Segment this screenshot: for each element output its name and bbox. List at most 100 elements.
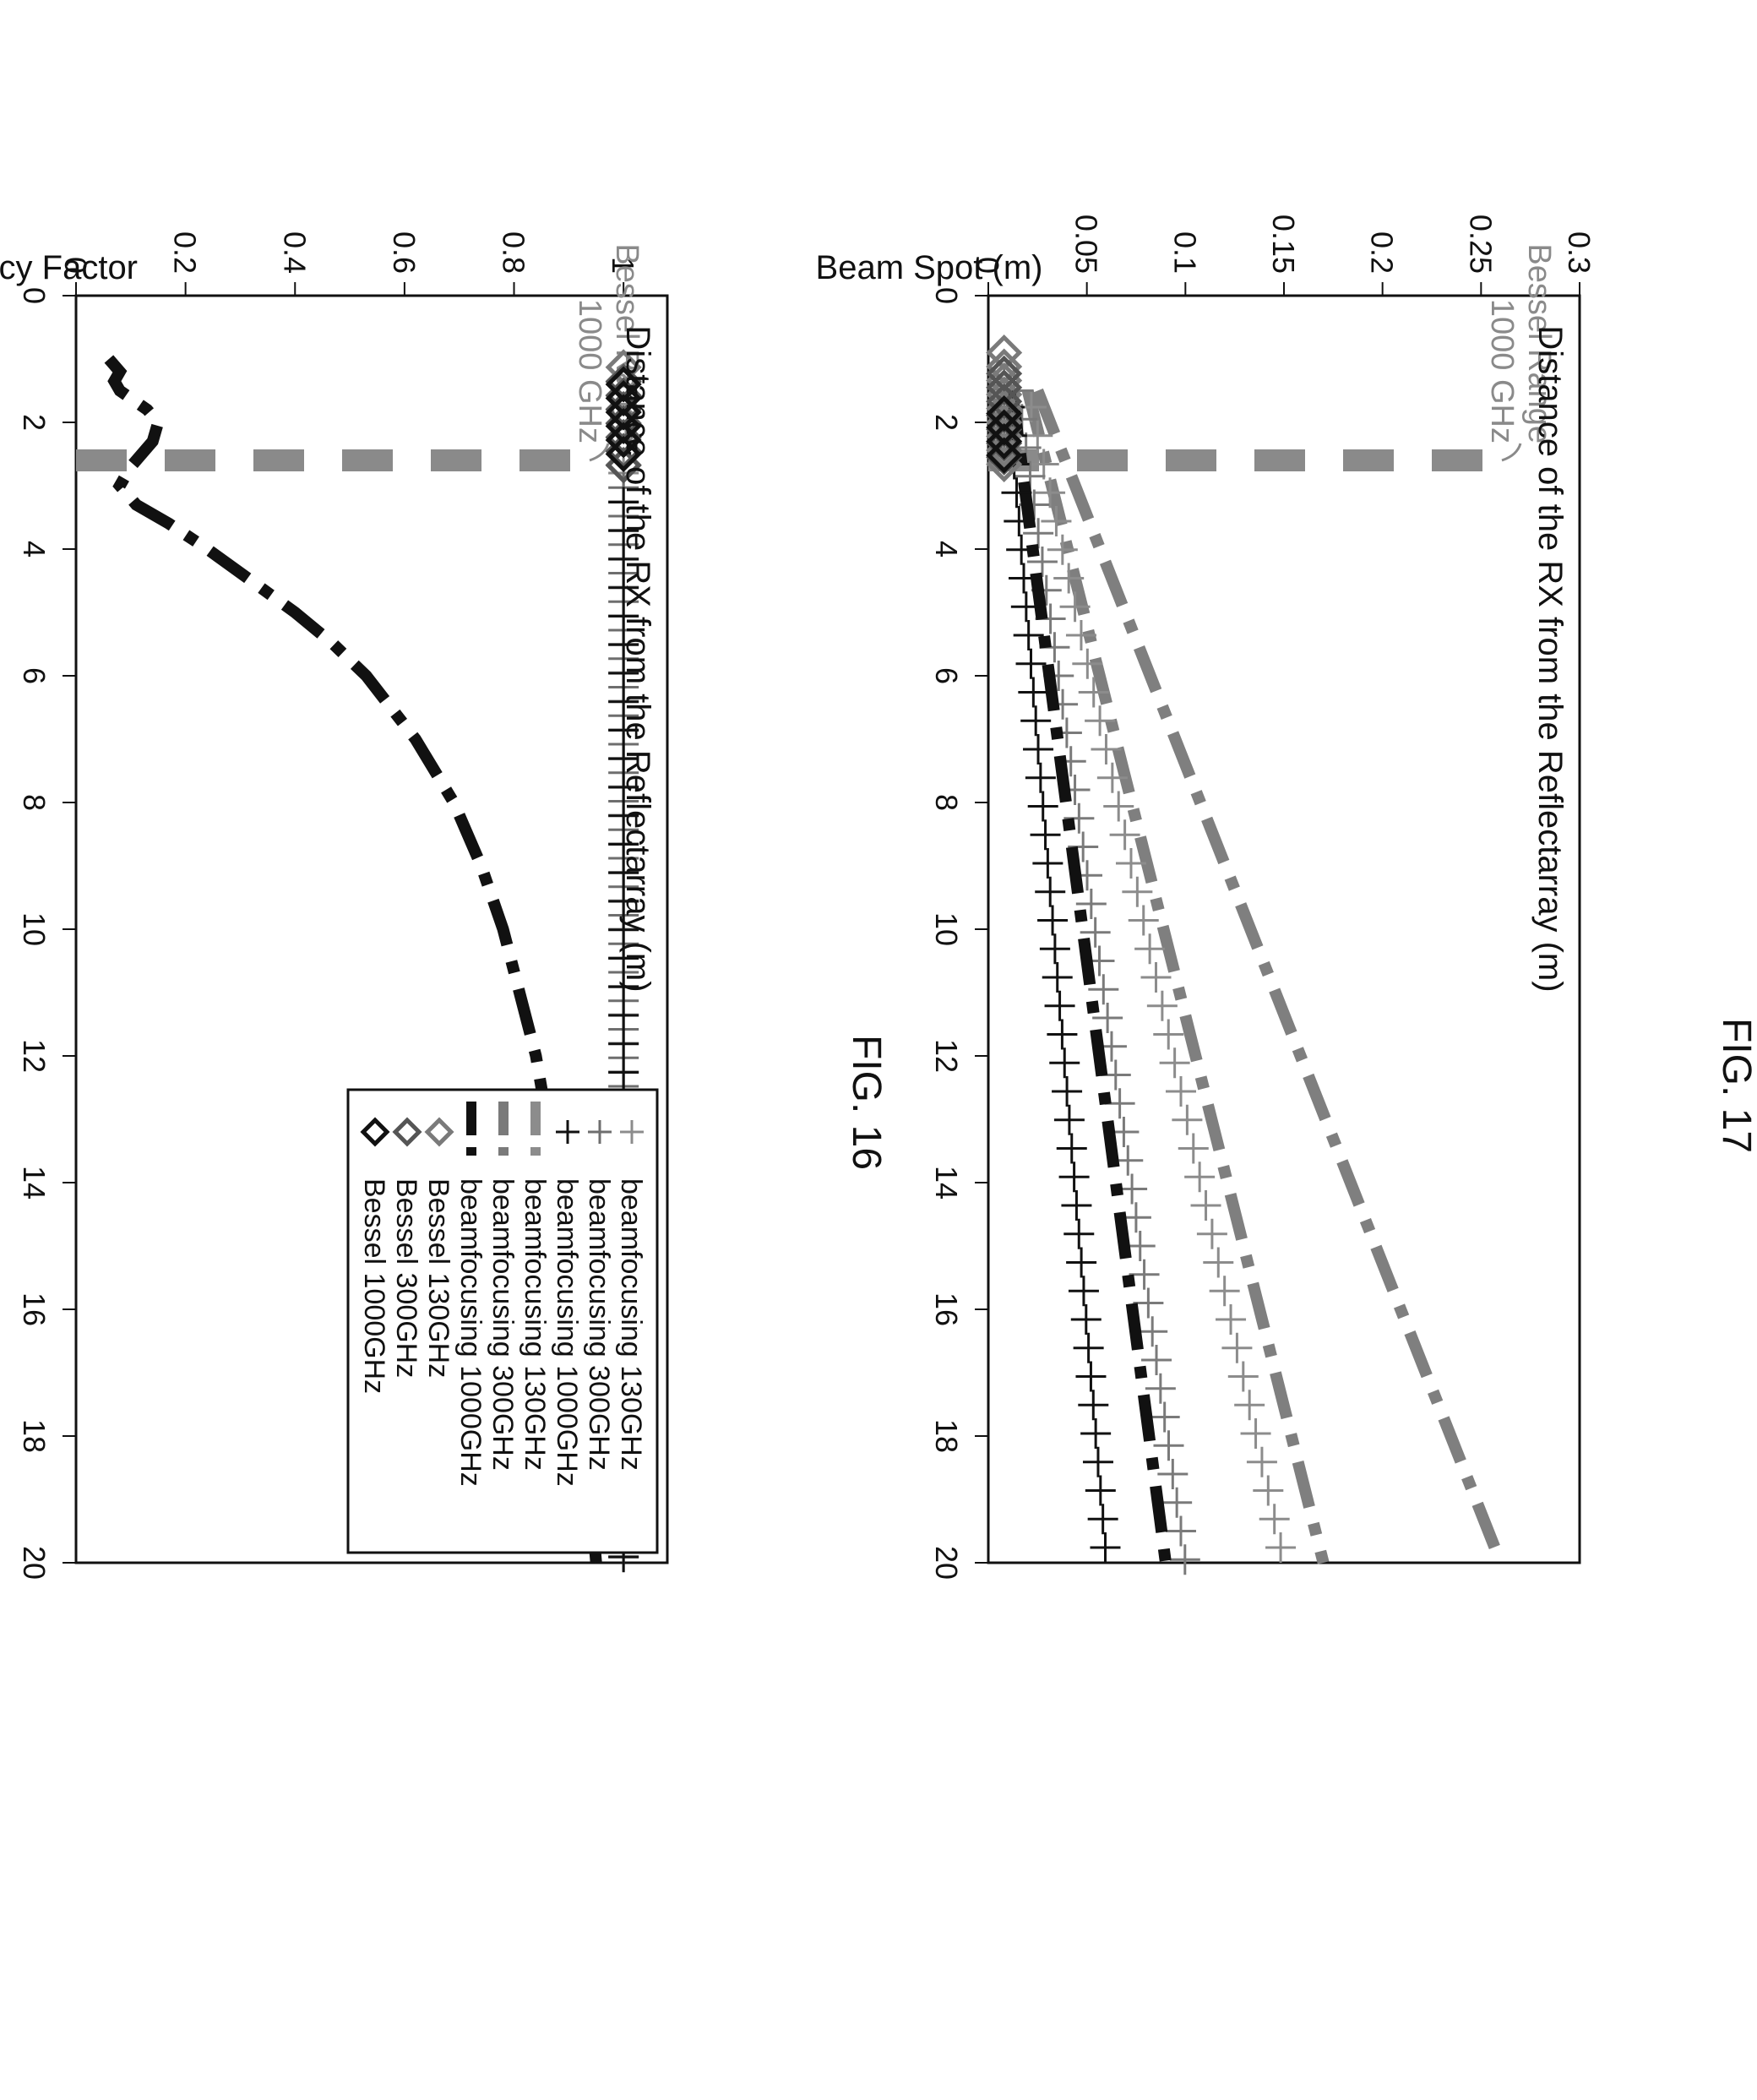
fig17-series-2-marker-3 <box>1035 477 1066 509</box>
fig16-series-6-marker-0 <box>605 366 642 403</box>
fig16-x-tick-label-1: 2 <box>17 414 52 431</box>
fig16-legend-label-6: Bessel 130GHz <box>422 1178 454 1378</box>
fig17-series-5-marker-7 <box>1010 591 1042 623</box>
fig17-bessel-range-leader <box>1501 443 1522 462</box>
fig16-x-tick-label-9: 18 <box>17 1419 52 1453</box>
fig17-x-tick-label-5: 10 <box>929 912 964 946</box>
fig17-series-5-marker-19 <box>1039 933 1070 965</box>
fig17-series-5-marker-3 <box>1001 477 1032 509</box>
fig17-series-5-marker-26 <box>1056 1133 1087 1164</box>
fig17-series-5-marker-14 <box>1027 791 1058 822</box>
fig17-series-5-marker-5 <box>1006 534 1037 565</box>
fig17-series-2-marker-21 <box>1146 990 1178 1021</box>
fig17-series-2-marker-18 <box>1128 905 1159 936</box>
fig16-x-tick-label-0: 0 <box>17 287 52 304</box>
fig17-series-2-marker-4 <box>1041 506 1072 536</box>
fig17-x-tick-label-6: 12 <box>929 1039 964 1073</box>
fig16-series-2-marker-7 <box>608 686 639 717</box>
fig17-series-5-marker-27 <box>1058 1162 1090 1193</box>
fig16-bessel-range-leader <box>589 443 610 462</box>
fig17-series-2-marker-19 <box>1134 933 1166 965</box>
fig17-series-2-marker-34 <box>1227 1361 1259 1392</box>
fig16-bessel-range-label-1: 1000 GHz <box>572 299 607 443</box>
fig16-x-tick-label-8: 16 <box>17 1292 52 1326</box>
fig16-y-tick-label-2: 0.4 <box>277 231 312 274</box>
fig17-series-2-marker-5 <box>1047 534 1078 565</box>
fig17-series-5-marker-24 <box>1052 1076 1083 1107</box>
fig17-x-tick-label-9: 18 <box>929 1419 964 1453</box>
fig17-series-5-marker-11 <box>1020 705 1052 737</box>
fig17-series-2-marker-36 <box>1240 1418 1271 1449</box>
fig17-series-3-marker-31 <box>1129 1259 1160 1290</box>
fig16-legend-label-0: beamfocusing 130GHz <box>615 1178 647 1471</box>
fig17-series-2-marker-17 <box>1122 876 1153 907</box>
fig16-series-2-marker-16 <box>608 943 639 974</box>
fig17-x-tick-label-1: 2 <box>929 414 964 431</box>
fig16-x-tick-label-7: 14 <box>17 1166 52 1200</box>
fig17-series-2-marker-38 <box>1253 1475 1284 1506</box>
fig16-series-6-marker-4 <box>605 422 642 459</box>
fig17-series-2-marker-32 <box>1216 1304 1247 1335</box>
fig17-series-2-marker-13 <box>1096 762 1128 793</box>
fig16-x-tick-label-10: 20 <box>17 1546 52 1580</box>
fig17-series-2-marker-23 <box>1159 1047 1190 1079</box>
fig17-series-5-marker-36 <box>1080 1418 1112 1449</box>
fig17-series-5-marker-20 <box>1042 962 1073 993</box>
fig16-series-2-marker-12 <box>608 829 639 860</box>
fig17-series-2-marker-12 <box>1091 734 1122 764</box>
fig17-x-tick-label-8: 16 <box>929 1292 964 1326</box>
fig16-series-2-marker-8 <box>608 715 639 746</box>
fig17-series-3-marker-34 <box>1141 1345 1172 1375</box>
fig17-x-tick-label-0: 0 <box>929 287 964 304</box>
fig17-series-2-marker-15 <box>1109 819 1140 851</box>
fig16-x-tick-label-6: 12 <box>17 1039 52 1073</box>
fig16-legend-marker-6 <box>424 1117 454 1147</box>
fig17-plot-area: 0 2 4 6 8 10 12 14 16 18 20 0 0.05 0.1 0.15 0.2 0.25 0.3B… <box>929 215 1597 1580</box>
fig17-series-5-marker-29 <box>1063 1218 1095 1249</box>
fig17-series-2-marker-1 <box>1022 420 1053 451</box>
fig16-legend-marker-8 <box>360 1117 390 1147</box>
fig17-bessel-range-label-0: Bessel Range <box>1521 243 1557 443</box>
fig16-x-axis-label: Distance of the RX from the Reflectarray… <box>619 325 656 992</box>
fig17-series-5-marker-40 <box>1090 1532 1121 1563</box>
fig16-legend-marker-7 <box>392 1117 422 1147</box>
fig16-series-4-marker-0 <box>605 349 642 386</box>
fig16-series-2-marker-2 <box>608 544 639 574</box>
fig17-series-7-marker-0 <box>986 355 1023 392</box>
fig17-series-8-marker-1 <box>986 409 1023 446</box>
fig17-bessel-range-label-1: 1000 GHz <box>1484 299 1520 443</box>
fig17-series-2-marker-24 <box>1166 1076 1197 1107</box>
fig16-legend-marker-2 <box>556 1120 579 1144</box>
fig17-series-2-marker-37 <box>1246 1446 1277 1477</box>
fig17-series-5-marker-25 <box>1053 1104 1085 1135</box>
fig17-series-2-marker-28 <box>1190 1190 1221 1221</box>
fig17-series-3-marker-35 <box>1145 1373 1176 1404</box>
fig17-series-4-line <box>1006 389 1172 1564</box>
fig16-series-2-marker-19 <box>608 1028 639 1059</box>
fig16-y-tick-label-0: 0 <box>58 257 93 274</box>
fig17-series-3-marker-16 <box>1068 831 1099 862</box>
fig17-series-2-marker-39 <box>1259 1504 1290 1535</box>
fig16-series-2-marker-10 <box>608 772 639 802</box>
fig16-series-2-marker-0 <box>608 487 639 518</box>
fig17-series-5-marker-13 <box>1025 762 1056 793</box>
fig17-series-3-marker-22 <box>1092 1003 1123 1033</box>
fig16-series-2-marker-17 <box>608 971 639 1003</box>
fig17-series-3-marker-33 <box>1137 1316 1168 1347</box>
fig16-series-6-marker-3 <box>605 407 642 445</box>
fig16-series-2-marker-20 <box>608 1057 639 1088</box>
fig17-series-5-marker-10 <box>1018 677 1049 708</box>
fig17-series-3-marker-5 <box>1023 518 1054 549</box>
fig16-legend-marker-1 <box>588 1120 612 1144</box>
fig16-series-2-marker-13 <box>608 857 639 889</box>
fig16-series-6-marker-1 <box>605 379 642 417</box>
fig17-series-2-marker-35 <box>1234 1390 1265 1421</box>
fig17-series-2-marker-20 <box>1140 962 1172 993</box>
fig16-caption: FIG. 16 <box>844 1035 889 1170</box>
fig16-series-2-marker-14 <box>608 886 639 917</box>
fig17-x-axis-label: Distance of the RX from the Reflectarray… <box>1531 325 1569 992</box>
fig17-series-3-marker-6 <box>1026 547 1058 577</box>
fig17-series-5-marker-9 <box>1015 648 1047 679</box>
